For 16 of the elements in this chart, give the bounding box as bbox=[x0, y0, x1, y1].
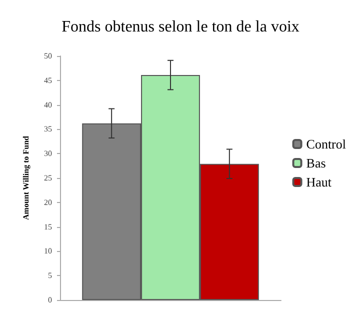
y-tick-label: 20 bbox=[44, 198, 52, 207]
legend-label: Bas bbox=[306, 156, 326, 170]
y-axis-title: Amount Willing to Fund bbox=[22, 135, 30, 220]
y-tick-label: 35 bbox=[44, 124, 52, 134]
legend-label: Haut bbox=[306, 174, 332, 190]
y-tick-label: 25 bbox=[44, 174, 52, 182]
y-tick-label: 40 bbox=[44, 100, 52, 110]
chart-title: Fonds obtenus selon le ton de la voix bbox=[62, 18, 300, 36]
y-tick-label: 10 bbox=[44, 246, 52, 256]
y-tick-label: 0 bbox=[48, 296, 52, 304]
y-tick-label: 30 bbox=[44, 149, 52, 158]
y-tick-label: 5 bbox=[48, 271, 52, 280]
y-tick-label: 15 bbox=[44, 222, 52, 232]
y-tick-label: 45 bbox=[44, 76, 52, 85]
legend-label: Control bbox=[306, 136, 346, 152]
y-tick-label: 50 bbox=[44, 52, 52, 60]
